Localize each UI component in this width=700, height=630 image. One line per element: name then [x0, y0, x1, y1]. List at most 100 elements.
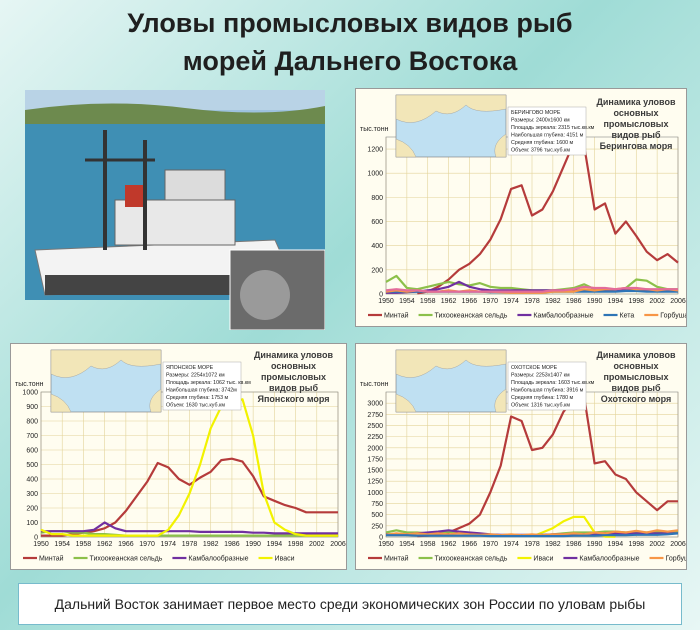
map-note: Средняя глубина: 1753 м: [166, 395, 229, 401]
x-tick-label: 1970: [482, 298, 498, 305]
map-note: Наибольшая глубина: 3742м: [166, 388, 237, 394]
x-tick-label: 1990: [245, 541, 261, 548]
x-tick-label: 1958: [420, 541, 436, 548]
x-tick-label: 1958: [76, 541, 92, 548]
y-tick-label: 1250: [367, 479, 383, 486]
map-note: Площадь зеркала: 1062 тыс. кв.км: [166, 380, 251, 386]
series-line: [40, 530, 338, 537]
x-tick-label: 1986: [566, 541, 582, 548]
y-tick-label: 1000: [22, 390, 38, 397]
legend-label: Кета: [620, 313, 635, 320]
x-tick-label: 1994: [608, 541, 624, 548]
x-tick-label: 1974: [503, 541, 519, 548]
y-tick-label: 100: [26, 520, 38, 527]
photo: [25, 90, 325, 330]
x-tick-label: 1966: [118, 541, 134, 548]
x-tick-label: 1978: [182, 541, 198, 548]
y-tick-label: 250: [371, 523, 383, 530]
footer: Дальний Восток занимает первое место сре…: [18, 583, 682, 625]
map-note: Объем: 1316 тыс.куб.км: [511, 403, 570, 409]
legend-label: Тихоокеанская сельдь: [435, 313, 508, 320]
y-tick-label: 500: [371, 512, 383, 519]
x-tick-label: 1990: [587, 541, 603, 548]
y-tick-label: 600: [371, 219, 383, 226]
legend-label: Тихоокеанская сельдь: [435, 556, 508, 563]
y-tick-label: 400: [26, 477, 38, 484]
chart: 0 250 500 750 1000 1250 1500 1750 2000 2250 2500 27…: [360, 349, 686, 563]
series-line: [386, 532, 679, 538]
map-land: [50, 388, 162, 413]
y-tick-label: 1750: [367, 456, 383, 463]
chart: 0 200 400 600 800 1000 1200 1950 1954 1958 1962 196…: [360, 94, 686, 320]
x-tick-label: 1998: [628, 298, 644, 305]
x-tick-label: 1954: [399, 298, 415, 305]
map-note: Объем: 3796 тыс.куб.км: [511, 148, 570, 154]
y-axis-label: тыс.тонн: [360, 381, 389, 388]
chart-panel: 0 200 400 600 800 1000 1200 1950 1954 1958 1962 196…: [355, 88, 687, 327]
legend-label: Камбалообразные: [533, 312, 593, 320]
map-note: ОХОТСКОЕ МОРЕ: [511, 365, 558, 371]
y-tick-label: 200: [371, 267, 383, 274]
x-tick-label: 1954: [399, 541, 415, 548]
x-tick-label: 2006: [330, 541, 346, 548]
x-tick-label: 1966: [462, 298, 478, 305]
x-tick-label: 1970: [139, 541, 155, 548]
chart-panel: 0 100 200 300 400 500 600 700 800 900 1000 1950 1954…: [10, 343, 347, 570]
map-note-box: [162, 361, 242, 411]
x-tick-label: 1986: [566, 298, 582, 305]
chart-panel: 0 250 500 750 1000 1250 1500 1750 2000 2250 2500 27…: [355, 343, 687, 570]
x-tick-label: 1950: [378, 298, 394, 305]
map-note: Объем: 1630 тыс.куб.км: [166, 403, 225, 409]
y-tick-label: 1000: [367, 490, 383, 497]
map-land: [395, 349, 507, 378]
y-tick-label: 3000: [367, 401, 383, 408]
map-note: ЯПОНСКОЕ МОРЕ: [166, 365, 214, 371]
y-tick-label: 0: [379, 292, 383, 299]
legend-label: Минтай: [384, 312, 409, 320]
legend-label: Камбалообразные: [579, 555, 639, 563]
x-tick-label: 1962: [97, 541, 113, 548]
slide-title: морей Дальнего Востока: [182, 46, 518, 76]
x-tick-label: 1974: [503, 298, 519, 305]
x-tick-label: 2002: [649, 298, 665, 305]
y-tick-label: 200: [26, 506, 38, 513]
map-note: Средняя глубина: 1600 м: [511, 140, 574, 146]
legend-label: Горбуша: [660, 312, 686, 320]
map-land: [395, 133, 507, 158]
legend-label: Иваси: [533, 556, 553, 563]
chart-title: Динамика уловов основных промысловых вид…: [596, 97, 676, 151]
legend-label: Иваси: [275, 556, 295, 563]
map-note: Площадь зеркала: 1603 тыс.кв.км: [511, 380, 595, 386]
map-note-box: [507, 106, 587, 156]
y-tick-label: 1500: [367, 468, 383, 475]
series-line: [385, 529, 679, 537]
y-tick-label: 700: [26, 433, 38, 440]
map-note: Площадь зеркала: 2315 тыс.кв.км: [511, 125, 595, 131]
map-note: Наибольшая глубина: 3916 м: [511, 388, 584, 394]
x-tick-label: 1990: [587, 298, 603, 305]
x-tick-label: 1998: [288, 541, 304, 548]
y-tick-label: 400: [371, 243, 383, 250]
y-tick-label: 900: [26, 404, 38, 411]
x-tick-label: 2002: [649, 541, 665, 548]
x-tick-label: 1982: [545, 298, 561, 305]
x-tick-label: 1962: [441, 298, 457, 305]
legend-label: Минтай: [39, 555, 64, 563]
x-tick-label: 1986: [224, 541, 240, 548]
x-tick-label: 2006: [670, 298, 686, 305]
x-tick-label: 1978: [524, 298, 540, 305]
x-tick-label: 1970: [482, 541, 498, 548]
x-tick-label: 1966: [462, 541, 478, 548]
x-tick-label: 1954: [54, 541, 70, 548]
series-line: [385, 285, 678, 293]
legend-label: Камбалообразные: [188, 555, 248, 563]
legend-label: Тихоокеанская сельдь: [90, 556, 163, 563]
map-note: Размеры: 2400x1600 км: [511, 118, 570, 124]
y-tick-label: 1200: [367, 147, 383, 154]
series-line: [417, 141, 679, 295]
map-note: Наибольшая глубина: 4151 м: [511, 133, 584, 139]
series-line: [417, 395, 678, 538]
map-note: Средняя глубина: 1780 м: [511, 395, 574, 401]
y-tick-label: 0: [34, 535, 38, 542]
